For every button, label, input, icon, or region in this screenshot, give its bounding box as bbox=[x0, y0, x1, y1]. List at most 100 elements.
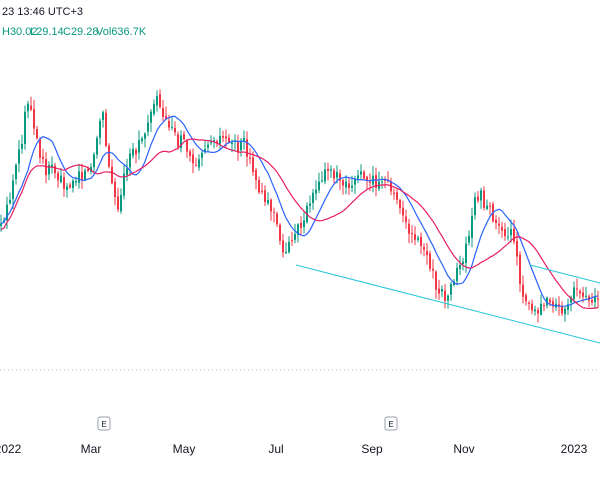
header-datetime: 23 13:46 UTC+3 bbox=[2, 6, 83, 18]
candle-body bbox=[429, 253, 431, 269]
candle-body bbox=[552, 301, 554, 307]
candle-body bbox=[30, 105, 32, 110]
candle-body bbox=[339, 173, 341, 181]
candle-body bbox=[393, 192, 395, 195]
candle-body bbox=[39, 139, 41, 158]
candle-body bbox=[474, 197, 476, 216]
candle-body bbox=[504, 229, 506, 237]
trendline-lower[interactable] bbox=[295, 264, 600, 344]
candle-body bbox=[420, 237, 422, 246]
candle-body bbox=[357, 175, 359, 179]
candle-body bbox=[60, 175, 62, 183]
candle-body bbox=[519, 254, 521, 284]
candle-body bbox=[120, 194, 122, 212]
ohlc-c: C29.28 bbox=[63, 26, 98, 38]
ohlc-h: H30.02 bbox=[2, 26, 37, 38]
candle-body bbox=[465, 243, 467, 263]
candle-body bbox=[336, 171, 338, 178]
candle-body bbox=[513, 228, 515, 242]
candle-body bbox=[564, 308, 566, 315]
candle-body bbox=[438, 288, 440, 294]
candle-body bbox=[249, 157, 251, 159]
candle-body bbox=[297, 224, 299, 235]
candle-body bbox=[300, 223, 302, 228]
candle-body bbox=[291, 240, 293, 242]
candle-body bbox=[201, 152, 203, 158]
candle-body bbox=[432, 268, 434, 271]
candle-body bbox=[501, 226, 503, 231]
candle-body bbox=[537, 309, 539, 314]
candle-body bbox=[225, 136, 227, 139]
candle-body bbox=[12, 180, 14, 200]
candle-body bbox=[486, 205, 488, 209]
candle-body bbox=[405, 216, 407, 223]
candle-body bbox=[264, 190, 266, 202]
candle-body bbox=[402, 207, 404, 216]
candle-body bbox=[90, 166, 92, 172]
candle-body bbox=[312, 192, 314, 203]
candle-body bbox=[483, 190, 485, 208]
candle-body bbox=[48, 165, 50, 175]
candle-body bbox=[360, 171, 362, 175]
candle-body bbox=[531, 303, 533, 311]
candle-body bbox=[237, 142, 239, 152]
candle-body bbox=[153, 103, 155, 114]
candle-body bbox=[216, 141, 218, 144]
candle-body bbox=[72, 180, 74, 188]
ohlc-l: L29.14 bbox=[30, 26, 64, 38]
earnings-marker[interactable]: E bbox=[384, 416, 398, 431]
candle-body bbox=[330, 169, 332, 171]
earnings-marker[interactable]: E bbox=[97, 416, 111, 431]
candle-body bbox=[276, 213, 278, 225]
ma-slow-line bbox=[0, 138, 599, 309]
candle-body bbox=[309, 203, 311, 206]
candle-body bbox=[303, 220, 305, 228]
candle-body bbox=[132, 148, 134, 156]
candle-body bbox=[294, 233, 296, 240]
candle-body bbox=[123, 173, 125, 196]
candle-body bbox=[510, 229, 512, 236]
candle-body bbox=[363, 172, 365, 179]
candle-body bbox=[78, 171, 80, 183]
candle-body bbox=[81, 172, 83, 180]
candle-body bbox=[324, 169, 326, 182]
candle-body bbox=[6, 204, 8, 220]
candle-body bbox=[198, 159, 200, 168]
candle-body bbox=[27, 103, 29, 112]
plot-area[interactable] bbox=[0, 89, 600, 344]
candle-body bbox=[57, 173, 59, 181]
candle-body bbox=[426, 250, 428, 256]
candle-body bbox=[240, 140, 242, 151]
candle-body bbox=[21, 143, 23, 149]
candle-body bbox=[516, 241, 518, 257]
earnings-marker-label: E bbox=[388, 420, 393, 429]
candle-body bbox=[342, 180, 344, 186]
trendline-upper[interactable] bbox=[529, 264, 600, 284]
candle-body bbox=[447, 295, 449, 301]
candle-body bbox=[462, 261, 464, 265]
candle-body bbox=[450, 283, 452, 295]
candle-body bbox=[456, 268, 458, 282]
x-tick-label: 2023 bbox=[561, 442, 588, 456]
candle-body bbox=[246, 139, 248, 157]
candle-body bbox=[570, 297, 572, 303]
candle-body bbox=[444, 290, 446, 301]
candle-body bbox=[234, 141, 236, 143]
earnings-marker-label: E bbox=[101, 420, 106, 429]
candle-body bbox=[231, 142, 233, 145]
candle-body bbox=[327, 169, 329, 171]
candle-body bbox=[180, 135, 182, 148]
candle-body bbox=[366, 176, 368, 180]
candle-body bbox=[408, 223, 410, 234]
candle-body bbox=[579, 291, 581, 294]
candle-body bbox=[168, 121, 170, 128]
candle-body bbox=[141, 138, 143, 142]
candle-body bbox=[597, 298, 599, 300]
candle-body bbox=[267, 200, 269, 204]
candle-body bbox=[351, 185, 353, 188]
candle-body bbox=[186, 140, 188, 152]
candle-body bbox=[156, 96, 158, 106]
candle-body bbox=[114, 181, 116, 197]
